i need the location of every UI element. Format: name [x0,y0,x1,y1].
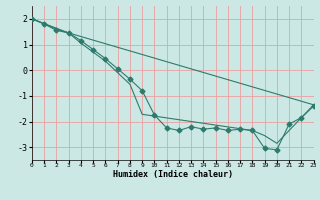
X-axis label: Humidex (Indice chaleur): Humidex (Indice chaleur) [113,170,233,179]
